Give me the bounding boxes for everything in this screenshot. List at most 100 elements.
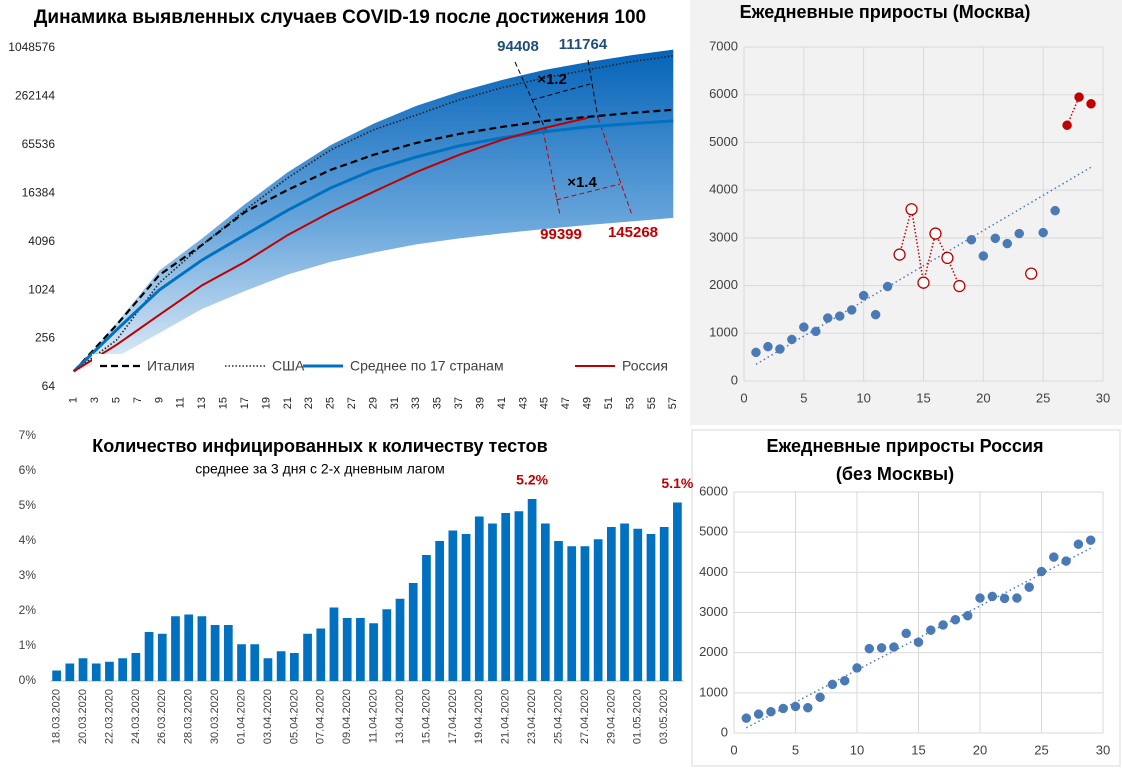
x-tick-label: 3 (89, 397, 101, 403)
bar (65, 663, 75, 681)
point (905, 203, 918, 216)
x-tick-label: 23.04.2020 (526, 689, 538, 744)
bar (329, 607, 339, 681)
annotation-guide (531, 83, 591, 101)
range-band (73, 49, 674, 372)
point (1086, 99, 1096, 109)
annotation-guide (597, 117, 633, 216)
y-tick-label: 2000 (699, 644, 728, 659)
x-tick-label: 15 (911, 742, 925, 757)
point (1036, 566, 1047, 577)
y-tick-label: 3000 (699, 604, 728, 619)
y-tick-label: 3000 (709, 229, 738, 244)
point (741, 713, 752, 723)
x-tick-label: 35 (432, 397, 444, 409)
bar (435, 541, 445, 681)
bar (527, 499, 537, 681)
point (1050, 205, 1060, 216)
point (975, 593, 985, 603)
x-tick-label: 17.04.2020 (447, 689, 459, 744)
panel-moscow (690, 0, 1122, 425)
bar (659, 527, 669, 681)
annotation: 94408 (497, 38, 539, 55)
point (913, 637, 924, 647)
point (889, 642, 899, 652)
legend-label: Среднее по 17 странам (350, 358, 504, 374)
x-tick-label: 25 (325, 397, 337, 409)
y-tick-label: 6000 (709, 86, 738, 101)
point (763, 341, 773, 352)
x-tick-label: 15 (218, 397, 230, 409)
y-tick-label: 64 (42, 379, 56, 393)
point (778, 703, 788, 714)
bar (474, 516, 484, 681)
chart-subtitle: среднее за 3 дня с 2-х дневным лагом (195, 461, 445, 477)
x-tick-label: 01.04.2020 (235, 689, 247, 744)
y-tick-label: 65536 (22, 137, 56, 151)
value-label: 5.2% (516, 472, 548, 488)
x-tick-label: 22.03.2020 (103, 689, 115, 744)
x-tick-label: 20.03.2020 (77, 689, 89, 744)
bar (593, 539, 603, 681)
chart-title: Ежедневные приросты Россия (767, 436, 1044, 456)
series-line (73, 116, 588, 373)
bar (514, 511, 524, 681)
bar (580, 546, 590, 681)
x-tick-label: 10 (850, 742, 864, 757)
bar (289, 653, 299, 681)
y-tick-label: 7% (19, 428, 37, 442)
y-tick-label: 7000 (709, 38, 738, 53)
bar (184, 614, 194, 681)
bar (237, 644, 246, 681)
x-tick-label: 5 (792, 742, 799, 757)
x-tick-label: 29.04.2020 (605, 689, 617, 744)
x-tick-label: 11 (175, 397, 187, 408)
x-tick-label: 29 (367, 397, 379, 409)
y-tick-label: 1024 (28, 282, 55, 296)
bar (223, 625, 233, 681)
annotation-guide (555, 183, 621, 201)
bar (303, 633, 312, 681)
point (852, 663, 862, 673)
x-tick-label: 37 (453, 397, 465, 409)
bar (633, 528, 643, 681)
x-tick-label: 5 (800, 390, 807, 405)
y-tick-label: 4000 (709, 182, 738, 197)
point (1049, 552, 1059, 562)
x-tick-label: 24.03.2020 (130, 689, 142, 744)
x-tick-label: 39 (474, 397, 486, 409)
bar (210, 625, 220, 681)
bar (488, 523, 497, 681)
bar (105, 661, 114, 681)
value-label: 5.1% (661, 475, 693, 491)
point (815, 692, 825, 703)
annotation: 99399 (540, 226, 582, 243)
panel-russia (691, 429, 1121, 767)
bar (673, 502, 682, 681)
chart-title: Количество инфицированных к количеству т… (92, 436, 548, 456)
x-tick-label: 30.03.2020 (209, 689, 221, 744)
bar (342, 618, 352, 681)
x-tick-label: 21.04.2020 (500, 689, 512, 744)
point (938, 620, 948, 630)
x-tick-label: 0 (740, 390, 747, 405)
x-tick-label: 18.03.2020 (51, 689, 63, 744)
bar (144, 632, 154, 681)
y-tick-label: 1000 (699, 684, 728, 699)
series-line (72, 119, 674, 373)
x-tick-label: 47 (560, 397, 572, 409)
annotation: ×1.4 (567, 174, 597, 191)
trend-line (755, 166, 1092, 365)
bar (461, 534, 471, 681)
bar (157, 633, 167, 681)
y-tick-label: 256 (35, 331, 55, 345)
x-tick-label: 27 (346, 397, 358, 409)
bar (263, 658, 273, 681)
x-tick-label: 9 (153, 397, 165, 403)
x-tick-label: 15.04.2020 (420, 689, 432, 744)
x-tick-label: 30 (1096, 390, 1110, 405)
x-tick-label: 21 (282, 397, 294, 409)
bar (448, 530, 458, 681)
